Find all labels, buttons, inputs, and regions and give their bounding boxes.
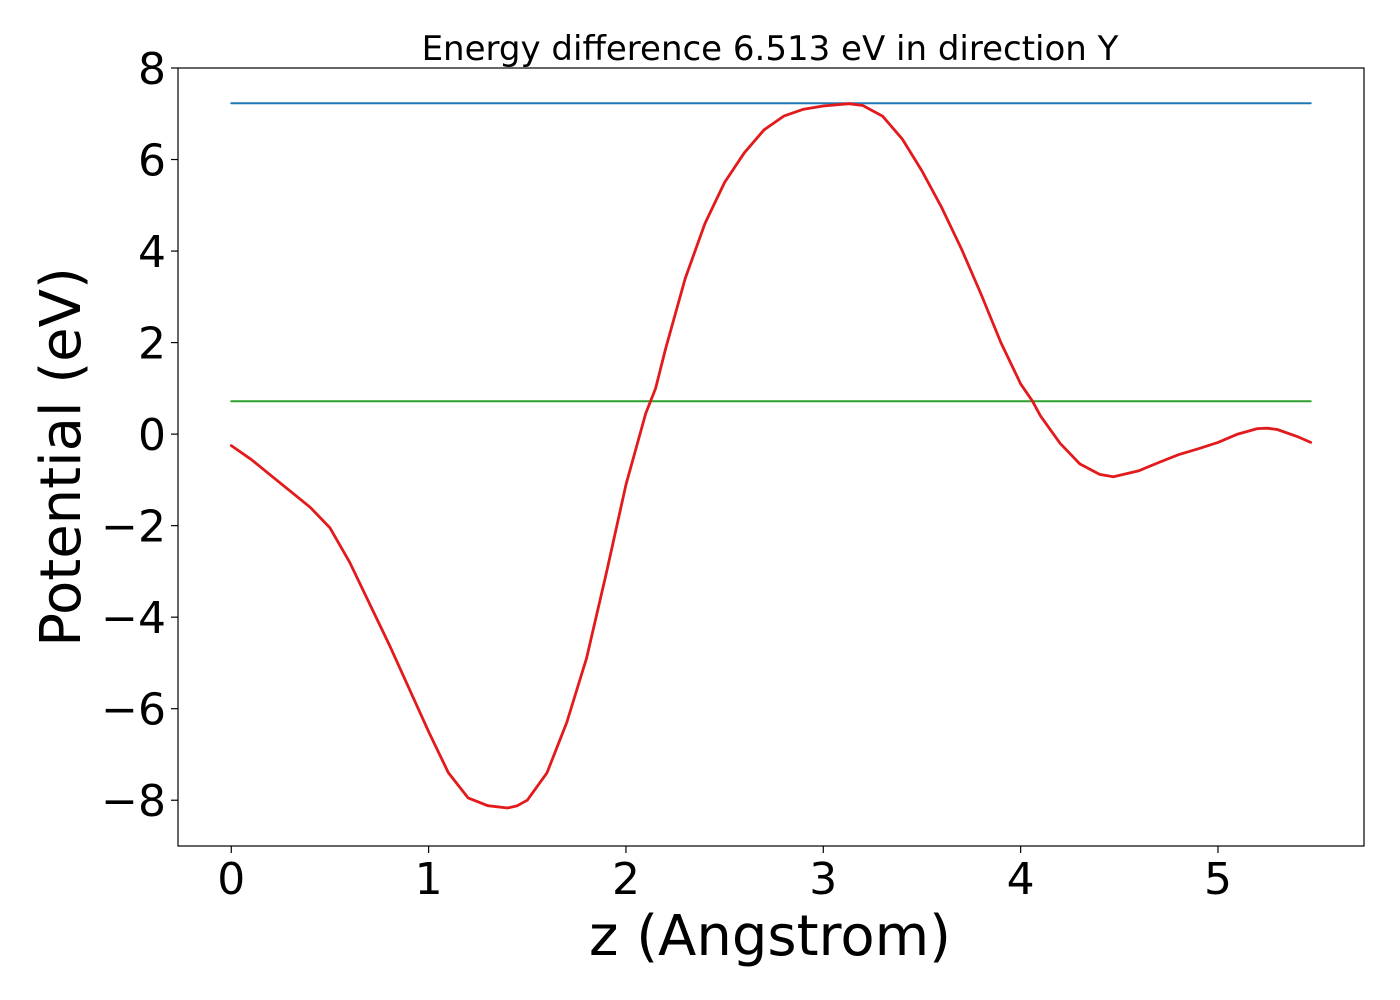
- x-tick-label: 5: [1204, 854, 1232, 905]
- series-line-2: [229, 102, 1313, 810]
- x-axis-ticks: 0 1 2 3 4 5: [217, 846, 1232, 905]
- y-tick-label: 4: [138, 227, 166, 278]
- y-tick-label: 8: [138, 44, 166, 95]
- plot-frame: [177, 67, 1365, 847]
- x-tick-label: 4: [1007, 854, 1035, 905]
- y-tick-label: −2: [101, 502, 166, 553]
- chart-title: Energy difference 6.513 eV in direction …: [422, 29, 1119, 69]
- y-axis-label: Potential (eV): [29, 267, 94, 647]
- y-axis-ticks: −8 −6 −4 −2 0 2 4 6 8: [101, 44, 178, 827]
- y-tick-label: 0: [138, 410, 166, 461]
- x-tick-label: 2: [612, 854, 640, 905]
- x-tick-label: 3: [809, 854, 837, 905]
- x-tick-label: 1: [415, 854, 443, 905]
- y-tick-label: 6: [138, 136, 166, 187]
- y-tick-label: −4: [101, 593, 166, 644]
- x-tick-label: 0: [217, 854, 245, 905]
- y-tick-label: −8: [101, 776, 166, 827]
- y-tick-label: −6: [101, 685, 166, 736]
- x-axis-label: z (Angstrom): [589, 904, 951, 969]
- y-tick-label: 2: [138, 319, 166, 370]
- plot-area: [229, 102, 1313, 810]
